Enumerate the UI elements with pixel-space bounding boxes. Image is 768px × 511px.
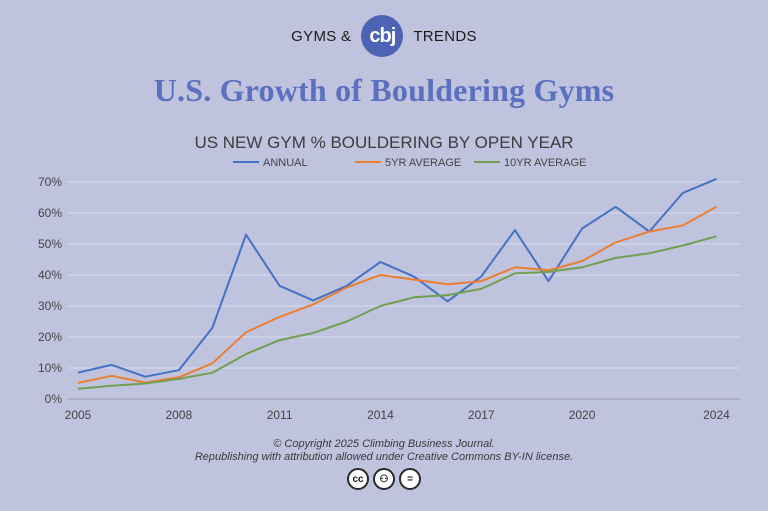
brand-header: GYMS & cbj TRENDS xyxy=(0,14,768,58)
series-line-2 xyxy=(77,235,717,390)
by-person-icon: ⚇ xyxy=(373,468,395,490)
y-tick-label: 70% xyxy=(38,175,62,189)
y-tick-label: 50% xyxy=(38,237,62,251)
line-chart: US NEW GYM % BOULDERING BY OPEN YEAR ANN… xyxy=(38,133,740,420)
x-tick-label: 2008 xyxy=(165,408,192,420)
y-tick-label: 20% xyxy=(38,330,62,344)
copyright-text: © Copyright 2025 Climbing Business Journ… xyxy=(273,438,495,450)
x-tick-label: 2011 xyxy=(267,408,293,420)
page-title: U.S. Growth of Bouldering Gyms xyxy=(153,72,615,108)
y-tick-label: 60% xyxy=(38,206,62,220)
nd-equals-icon: = xyxy=(399,468,421,490)
cc-icon: cc xyxy=(347,468,369,490)
y-tick-label: 40% xyxy=(38,268,62,282)
chart-legend: ANNUAL 5YR AVERAGE 10YR AVERAGE xyxy=(233,157,586,169)
brand-right-text: TRENDS xyxy=(413,27,477,45)
y-tick-label: 30% xyxy=(38,299,62,313)
x-axis: 2005 2008 2011 2014 2017 2020 2024 xyxy=(65,408,730,420)
series-line-0 xyxy=(77,177,717,378)
chart-title: US NEW GYM % BOULDERING BY OPEN YEAR xyxy=(194,133,573,152)
chart-grid xyxy=(68,181,740,400)
license-icons: cc ⚇ = xyxy=(0,468,768,490)
x-tick-label: 2017 xyxy=(468,408,495,420)
brand-left-text: GYMS & xyxy=(291,27,352,45)
footer: © Copyright 2025 Climbing Business Journ… xyxy=(0,438,768,464)
legend-label: ANNUAL xyxy=(263,157,308,169)
y-tick-label: 10% xyxy=(38,361,62,375)
x-tick-label: 2005 xyxy=(65,408,92,420)
legend-label: 5YR AVERAGE xyxy=(385,157,461,169)
y-axis: 0% 10% 20% 30% 40% 50% 60% 70% xyxy=(38,175,62,406)
x-tick-label: 2020 xyxy=(569,408,596,420)
legend-label: 10YR AVERAGE xyxy=(504,157,586,169)
series-line-1 xyxy=(77,205,717,384)
cbj-logo-icon: cbj xyxy=(361,15,404,57)
x-tick-label: 2024 xyxy=(703,408,730,420)
x-tick-label: 2014 xyxy=(367,408,394,420)
license-text: Republishing with attribution allowed un… xyxy=(194,451,574,463)
chart-series xyxy=(77,177,717,390)
y-tick-label: 0% xyxy=(45,392,63,406)
